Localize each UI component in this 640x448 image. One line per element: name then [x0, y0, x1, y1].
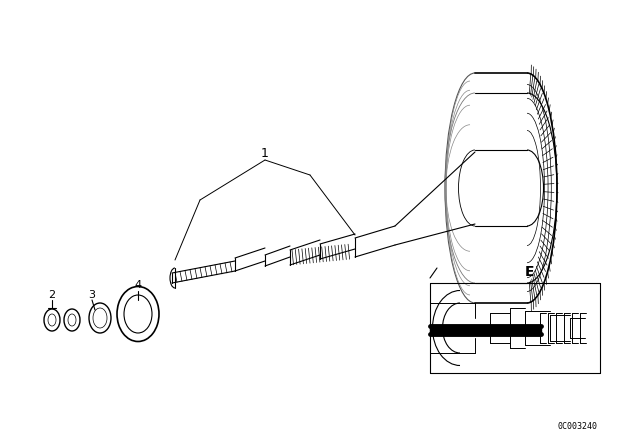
- Text: 2: 2: [49, 290, 56, 300]
- Text: 0C003240: 0C003240: [558, 422, 598, 431]
- Text: 4: 4: [134, 280, 141, 290]
- Polygon shape: [430, 326, 541, 334]
- Text: 1: 1: [261, 146, 269, 159]
- Text: 3: 3: [88, 290, 95, 300]
- Text: E: E: [525, 265, 535, 279]
